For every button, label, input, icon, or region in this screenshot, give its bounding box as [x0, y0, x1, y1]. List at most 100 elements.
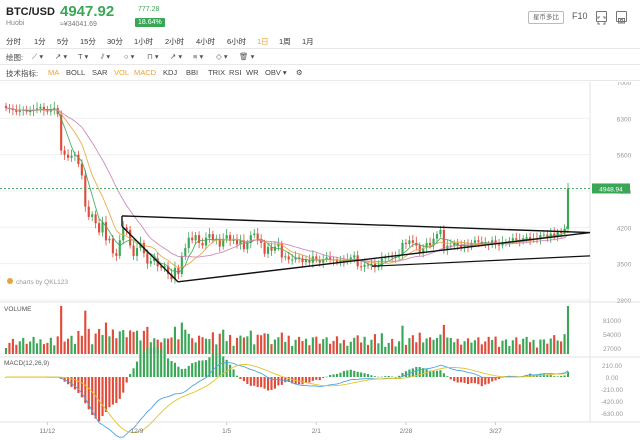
period-tab-11[interactable]: 1月 [302, 37, 314, 46]
macd-bar [453, 377, 456, 382]
arrow-tool-icon[interactable]: ↗ ▾ [170, 52, 183, 61]
volume-bar [260, 335, 263, 354]
ray-tool-icon[interactable]: ↗ ▾ [55, 52, 68, 61]
indicator-trix[interactable]: TRIX [208, 68, 226, 77]
eraser-icon[interactable]: ◇ ▾ [216, 52, 228, 61]
period-tab-9[interactable]: 1日 [257, 37, 269, 46]
volume-bar [191, 338, 194, 354]
indicator-rsi[interactable]: RSI [229, 68, 242, 77]
macd-bar [546, 374, 549, 377]
macd-bar [497, 377, 501, 379]
volume-bar [139, 340, 142, 354]
volume-bar [198, 335, 201, 354]
volume-bar [456, 338, 459, 354]
indicator-vol[interactable]: VOL [114, 68, 130, 77]
period-tab-10[interactable]: 1周 [279, 37, 291, 46]
indicator-boll[interactable]: BOLL [66, 68, 86, 77]
delete-icon[interactable]: 🗑 ▾ [239, 52, 255, 61]
period-tab-0[interactable]: 分时 [6, 37, 21, 46]
indicator-sar[interactable]: SAR [92, 68, 108, 77]
triangle-base-line [121, 225, 179, 283]
volume-bar [439, 334, 442, 354]
circle-tool-icon[interactable]: ○ ▾ [124, 52, 135, 61]
macd-bar [529, 373, 532, 377]
volume-bar [442, 324, 445, 354]
volume-bar [480, 344, 483, 354]
candle-body [401, 242, 404, 256]
candle-body [253, 233, 256, 236]
f10-button[interactable]: F10 [572, 11, 588, 21]
fullscreen-icon[interactable] [596, 11, 607, 25]
volume-bar [80, 335, 83, 354]
candle-body [397, 255, 401, 257]
macd-bar [432, 371, 435, 377]
candle-body [301, 258, 304, 263]
candle-body [477, 240, 480, 242]
volume-bar [77, 331, 80, 354]
indicator-wr[interactable]: WR [246, 68, 259, 77]
text-tool-icon[interactable]: T ▾ [78, 52, 89, 61]
volume-bar [366, 344, 370, 354]
candle-body [146, 253, 149, 264]
macd-bar [311, 377, 314, 381]
macd-bar [208, 357, 211, 377]
period-tab-3[interactable]: 15分 [80, 37, 96, 46]
indicator-bbi[interactable]: BBI [186, 68, 199, 77]
volume-bar [122, 330, 125, 354]
price-chart[interactable]: 70006300560049004200350028004948.94chart… [0, 82, 640, 440]
candle-body [170, 274, 173, 280]
macd-tick-label: -210.00 [601, 387, 623, 394]
volume-bar [266, 333, 270, 354]
period-tab-4[interactable]: 30分 [107, 37, 123, 46]
period-tab-7[interactable]: 4小时 [196, 37, 216, 46]
volume-tick-label: 27000 [603, 346, 621, 353]
screenshot-icon[interactable] [616, 11, 627, 24]
candle-body [187, 237, 190, 249]
macd-bar [239, 377, 242, 379]
volume-bar [73, 343, 77, 354]
volume-bar [246, 336, 249, 354]
candle-body [166, 266, 170, 275]
macd-dif-line [6, 361, 569, 438]
macd-bar [473, 377, 476, 384]
macd-bar [360, 372, 363, 377]
candle-body [173, 267, 177, 280]
price-tick-label: 7000 [617, 82, 632, 87]
macd-bar [87, 377, 90, 410]
macd-bar [232, 369, 235, 377]
macd-tick-label: -630.00 [601, 411, 623, 418]
macd-bar [429, 370, 432, 377]
period-tab-5[interactable]: 1小时 [134, 37, 154, 46]
indicator-obv[interactable]: OBV ▾ [265, 68, 287, 77]
last-price-label: 4948.94 [599, 186, 623, 193]
period-tab-6[interactable]: 2小时 [165, 37, 185, 46]
measure-tool-icon[interactable]: ⊓ ▾ [147, 52, 159, 61]
fibonacci-tool-icon[interactable]: ≡ ▾ [193, 52, 204, 61]
macd-bar [377, 376, 380, 378]
indicator-macd[interactable]: MACD [134, 68, 157, 77]
candle-body [177, 267, 180, 275]
volume-bar [101, 334, 104, 354]
volume-bar [87, 328, 90, 354]
macd-tick-label: -420.00 [601, 399, 623, 406]
period-tab-8[interactable]: 6小时 [227, 37, 247, 46]
volume-bar [263, 333, 266, 354]
compare-button[interactable]: 星币多比 [528, 11, 564, 24]
volume-bar [160, 342, 163, 354]
macd-bar [397, 375, 401, 377]
volume-bar [115, 338, 118, 354]
period-tab-2[interactable]: 5分 [57, 37, 69, 46]
macd-bar [256, 377, 259, 387]
line-tool-icon[interactable]: ⟋ ▾ [32, 52, 44, 61]
candle-body [91, 214, 94, 217]
macd-bar [84, 377, 87, 404]
settings-gear-icon[interactable]: ⚙ [296, 68, 303, 77]
triangle-upper-line [121, 215, 591, 234]
candle-body [363, 264, 366, 267]
channel-tool-icon[interactable]: ⫽ ▾ [101, 52, 111, 61]
period-tab-1[interactable]: 1分 [34, 37, 46, 46]
candle-body [111, 238, 114, 254]
indicator-kdj[interactable]: KDJ [163, 68, 178, 77]
macd-bar [349, 369, 352, 377]
indicator-ma[interactable]: MA [48, 68, 60, 77]
